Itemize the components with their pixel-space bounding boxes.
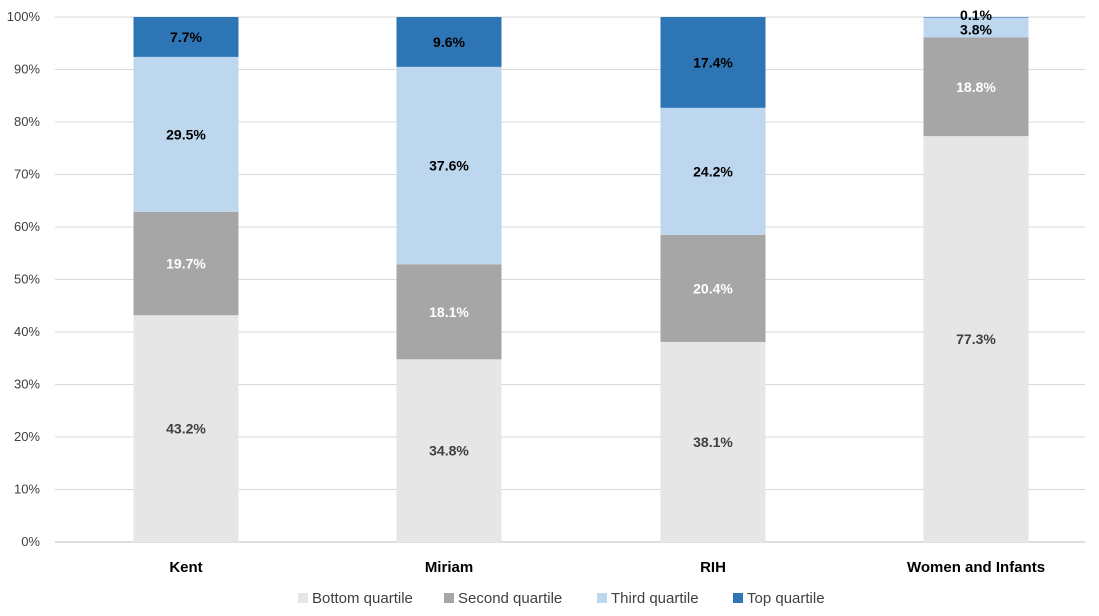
legend-swatch xyxy=(298,593,308,603)
legend-label: Third quartile xyxy=(611,590,699,607)
y-tick-label: 40% xyxy=(14,324,40,339)
data-label: 29.5% xyxy=(166,126,206,142)
bar-segment xyxy=(923,136,1029,543)
data-label: 20.4% xyxy=(693,280,733,296)
legend: Bottom quartile Second quartile Third quar… xyxy=(298,590,825,607)
category-label: Kent xyxy=(169,559,202,576)
bar-segment xyxy=(660,234,766,342)
data-labels: 43.2% 19.7% 29.5% 7.7% 34.8% 18.1% 37.6% 9.6% 38… xyxy=(166,7,996,459)
y-tick-label: 20% xyxy=(14,429,40,444)
data-label: 34.8% xyxy=(429,443,469,459)
bar-segment xyxy=(133,17,239,57)
y-tick-label: 80% xyxy=(14,114,40,129)
y-tick-label: 10% xyxy=(14,482,40,497)
data-label: 9.6% xyxy=(433,34,465,50)
data-label: 17.4% xyxy=(693,54,733,70)
y-tick-label: 50% xyxy=(14,272,40,287)
data-label: 37.6% xyxy=(429,158,469,174)
bar-segment xyxy=(660,341,766,542)
y-tick-label: 30% xyxy=(14,377,40,392)
bars xyxy=(133,17,1029,543)
data-label: 77.3% xyxy=(956,331,996,347)
legend-swatch xyxy=(733,593,743,603)
bar-segment xyxy=(396,66,502,265)
data-label: 19.7% xyxy=(166,255,206,271)
bar-segment xyxy=(133,315,239,542)
legend-label: Second quartile xyxy=(458,590,562,607)
y-tick-label: 90% xyxy=(14,62,40,77)
bar-segment xyxy=(133,211,239,316)
data-label: 0.1% xyxy=(960,7,992,23)
category-label: RIH xyxy=(700,559,726,576)
legend-label: Top quartile xyxy=(747,590,825,607)
data-label: 43.2% xyxy=(166,421,206,437)
category-label: Miriam xyxy=(425,559,473,576)
data-label: 24.2% xyxy=(693,163,733,179)
data-label: 18.8% xyxy=(956,79,996,95)
y-tick-label: 60% xyxy=(14,219,40,234)
bar-segment xyxy=(396,359,502,542)
bar-segment xyxy=(396,17,502,67)
y-tick-label: 100% xyxy=(7,9,41,24)
data-label: 38.1% xyxy=(693,434,733,450)
y-tick-label: 0% xyxy=(21,534,40,549)
data-label: 3.8% xyxy=(960,22,992,38)
bar-segment xyxy=(660,17,766,108)
bar-segment xyxy=(923,17,1029,18)
legend-label: Bottom quartile xyxy=(312,590,413,607)
bar-segment xyxy=(923,17,1029,38)
data-label: 7.7% xyxy=(170,29,202,45)
bar-segment xyxy=(396,264,502,360)
bar-segment xyxy=(923,37,1029,137)
category-label: Women and Infants xyxy=(907,559,1045,576)
y-tick-label: 70% xyxy=(14,167,40,182)
x-axis-category-labels: Kent Miriam RIH Women and Infants xyxy=(169,559,1045,576)
data-label: 18.1% xyxy=(429,304,469,320)
bar-segment xyxy=(660,107,766,235)
legend-swatch xyxy=(597,593,607,603)
bar-segment xyxy=(133,56,239,212)
y-axis-tick-labels: 0% 10% 20% 30% 40% 50% 60% 70% 80% 90% 100% xyxy=(7,9,41,549)
legend-swatch xyxy=(444,593,454,603)
